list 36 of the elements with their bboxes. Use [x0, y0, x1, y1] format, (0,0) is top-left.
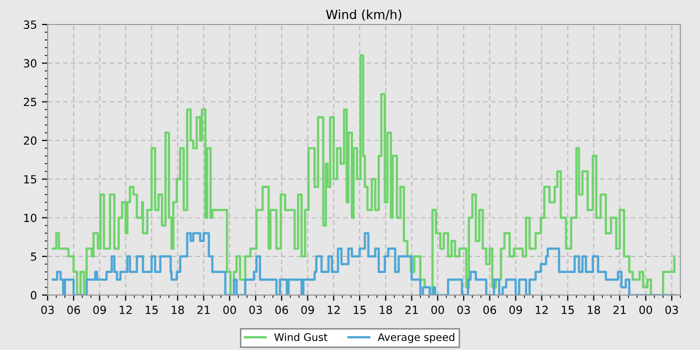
legend-label: Average speed — [378, 332, 454, 344]
y-tick-label: 30 — [24, 59, 36, 68]
x-tick-label: 15 — [562, 306, 574, 314]
y-tick-label: 10 — [24, 214, 36, 222]
x-tick-label: 03 — [457, 306, 470, 314]
x-tick-label: 00 — [639, 306, 652, 314]
y-tick-label: 0 — [30, 291, 36, 300]
x-tick-label: 12 — [120, 306, 132, 314]
y-tick-label: 15 — [24, 175, 36, 184]
y-tick-label: 5 — [30, 252, 36, 261]
y-tick-label: 35 — [24, 20, 36, 29]
x-tick-label: 18 — [588, 306, 600, 314]
y-tick-label: 20 — [24, 136, 36, 145]
x-tick-label: 09 — [301, 306, 314, 314]
x-tick-label: 21 — [613, 306, 626, 314]
x-tick-label: 06 — [275, 306, 288, 314]
x-tick-label: 09 — [93, 306, 106, 314]
x-tick-label: 21 — [405, 306, 418, 314]
x-tick-label: 09 — [509, 306, 522, 314]
x-tick-label: 00 — [431, 306, 444, 314]
x-tick-label: 03 — [41, 306, 54, 314]
x-tick-label: 06 — [483, 306, 496, 314]
y-tick-label: 25 — [24, 98, 36, 106]
x-tick-label: 18 — [172, 306, 184, 314]
x-tick-label: 15 — [146, 306, 158, 314]
x-tick-label: 18 — [380, 306, 392, 314]
x-tick-label: 12 — [536, 306, 548, 314]
legend-label: Wind Gust — [274, 332, 328, 342]
x-tick-label: 03 — [665, 306, 678, 314]
chart-title: Wind (km/h) — [326, 9, 402, 21]
x-tick-label: 21 — [197, 306, 210, 314]
x-tick-label: 06 — [67, 306, 80, 314]
x-tick-label: 00 — [223, 306, 236, 314]
x-tick-label: 12 — [328, 306, 340, 314]
x-tick-label: 03 — [249, 306, 262, 314]
x-tick-label: 15 — [354, 306, 366, 314]
